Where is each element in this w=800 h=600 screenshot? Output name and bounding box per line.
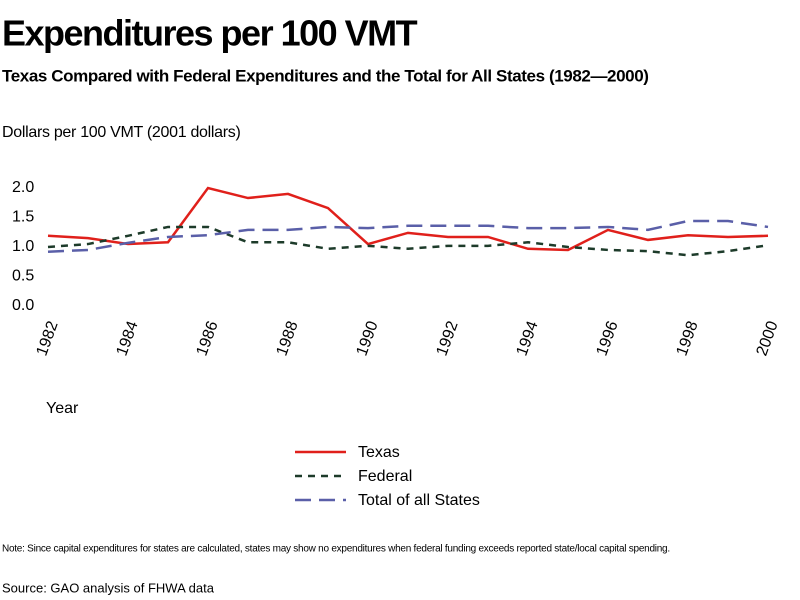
series-line xyxy=(47,225,769,257)
legend-label: Total of all States xyxy=(358,492,480,509)
legend-label: Federal xyxy=(358,468,412,485)
y-axis-label: Dollars per 100 VMT (2001 dollars) xyxy=(2,124,241,141)
x-tick-label: 1982 xyxy=(34,319,62,358)
y-tick-label: 1.5 xyxy=(12,209,34,226)
x-axis-label: Year xyxy=(46,400,79,417)
x-tick-label: 1990 xyxy=(354,319,382,358)
x-tick-label: 1998 xyxy=(674,319,702,358)
y-tick-label: 1.0 xyxy=(12,238,34,255)
x-tick-label: 1996 xyxy=(594,319,622,358)
x-tick-label: 1992 xyxy=(434,319,462,358)
y-tick-label: 0.5 xyxy=(12,268,34,285)
x-tick-label: 1986 xyxy=(194,319,222,358)
legend-label: Texas xyxy=(358,444,400,461)
chart-title: Expenditures per 100 VMT xyxy=(2,13,418,54)
y-tick-label: 2.0 xyxy=(12,179,34,196)
chart-subtitle: Texas Compared with Federal Expenditures… xyxy=(2,66,649,85)
source: Source: GAO analysis of FHWA data xyxy=(2,580,215,595)
note: Note: Since capital expenditures for sta… xyxy=(2,544,670,555)
series-line xyxy=(47,219,769,253)
x-tick-label: 1988 xyxy=(274,319,302,358)
series-line xyxy=(47,186,769,252)
x-tick-label: 1994 xyxy=(514,319,542,358)
x-tick-label: 2000 xyxy=(754,319,782,358)
x-tick-label: 1984 xyxy=(114,319,142,358)
y-tick-label: 0.0 xyxy=(12,297,34,314)
